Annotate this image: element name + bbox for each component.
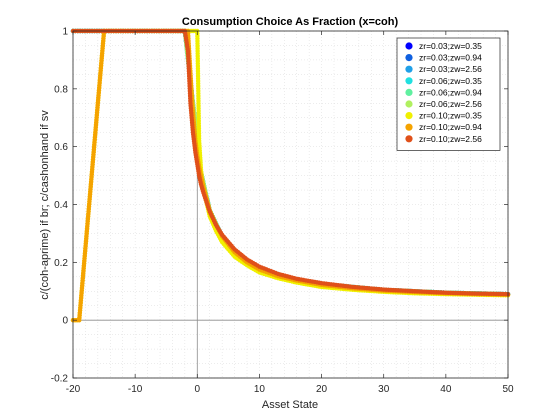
legend-marker xyxy=(405,100,413,108)
legend-box xyxy=(396,37,501,151)
x-tick-label: 20 xyxy=(316,384,328,395)
legend-label: zr=0.03;zw=2.56 xyxy=(419,64,482,74)
series-8 xyxy=(70,28,511,297)
legend-marker xyxy=(405,65,413,73)
legend-marker xyxy=(405,88,413,96)
x-axis-label: Asset State xyxy=(262,399,318,411)
legend-label: zr=0.06;zw=0.94 xyxy=(419,87,482,97)
y-tick-label: 0.2 xyxy=(54,258,68,269)
x-tick-label: -20 xyxy=(66,384,81,395)
x-tick-label: 0 xyxy=(195,384,201,395)
y-tick-label: 0.6 xyxy=(54,142,68,153)
legend-label: zr=0.03;zw=0.35 xyxy=(419,41,482,51)
legend-marker xyxy=(405,42,413,50)
legend-marker xyxy=(405,135,413,143)
legend-label: zr=0.10;zw=0.35 xyxy=(419,111,482,121)
legend-marker xyxy=(405,123,413,131)
legend-label: zr=0.10;zw=2.56 xyxy=(419,134,482,144)
chart-title: Consumption Choice As Fraction (x=coh) xyxy=(182,16,399,28)
legend-marker xyxy=(405,77,413,85)
x-tick-label: 10 xyxy=(254,384,266,395)
x-tick-label: 30 xyxy=(378,384,390,395)
legend-label: zr=0.03;zw=0.94 xyxy=(419,53,482,63)
y-tick-label: 0.4 xyxy=(54,200,68,211)
axis-ticks: -20 -10 0 10 20 30 40 50 -0.2 0 0.2 0.4 0.6 0.8 1 xyxy=(51,27,514,396)
y-tick-label: -0.2 xyxy=(51,374,69,385)
y-tick-label: 1 xyxy=(62,27,68,38)
x-tick-label: -10 xyxy=(128,384,143,395)
y-tick-label: 0 xyxy=(62,316,68,327)
x-tick-label: 50 xyxy=(502,384,514,395)
legend: zr=0.03;zw=0.35 zr=0.03;zw=0.94zr=0.03;zw… xyxy=(396,37,501,151)
y-axis-label: c/(coh-aprime) if br; c/cashonhand if sv xyxy=(39,110,51,300)
data-marks xyxy=(70,28,511,323)
legend-label: zr=0.10;zw=0.94 xyxy=(419,122,482,132)
y-tick-label: 0.8 xyxy=(54,84,68,95)
x-tick-label: 40 xyxy=(440,384,452,395)
legend-marker xyxy=(405,112,413,120)
legend-label: zr=0.06;zw=2.56 xyxy=(419,99,482,109)
legend-marker xyxy=(405,54,413,62)
legend-label: zr=0.06;zw=0.35 xyxy=(419,76,482,86)
